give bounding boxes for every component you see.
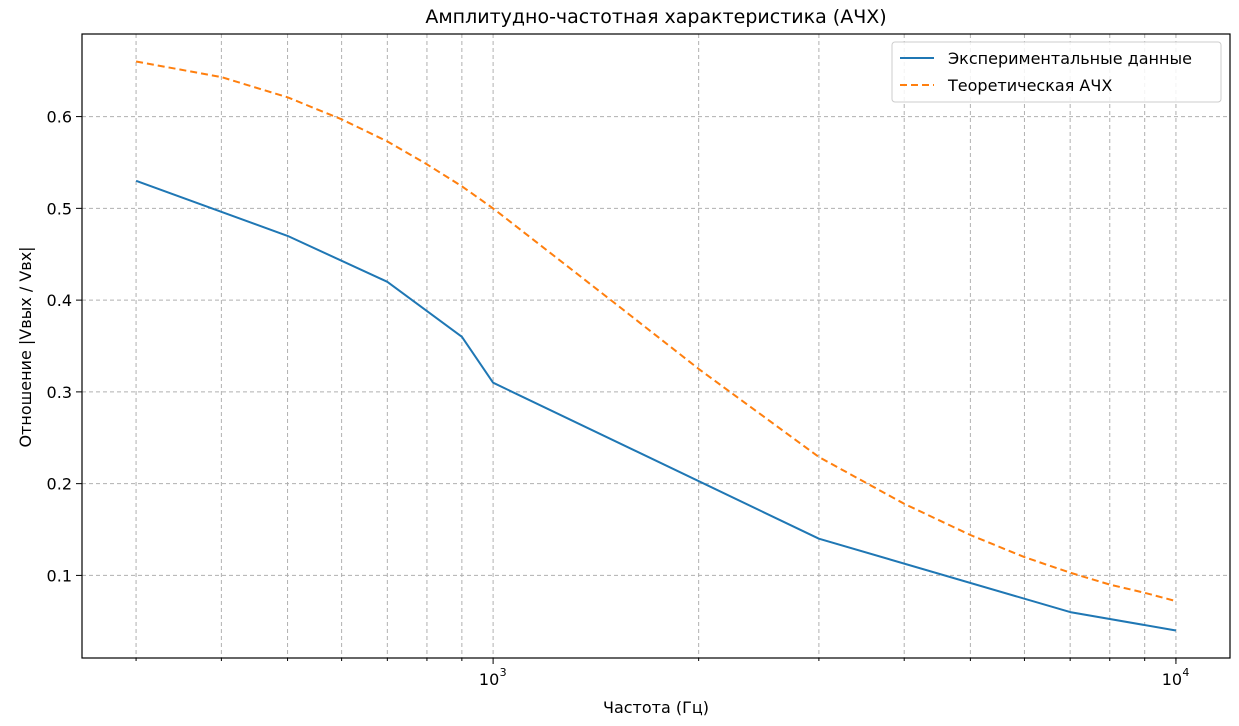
series-line-1 — [135, 179, 1177, 632]
y-tick-label: 0.4 — [47, 291, 72, 310]
series-line-2 — [135, 60, 1177, 603]
y-tick-label: 0.1 — [47, 566, 72, 585]
y-tick-label: 0.5 — [47, 199, 72, 218]
series-layer — [135, 60, 1177, 632]
y-tick-label: 0.3 — [47, 383, 72, 402]
x-tick-label-exponent: 3 — [500, 666, 507, 679]
legend-entry-2: Теоретическая АЧХ — [947, 76, 1112, 95]
legend-entry-1: Экспериментальные данные — [948, 49, 1192, 68]
plot-frame — [81, 33, 1231, 659]
ticks: 10 3 10 40.10.20.30.40.50.6 — [47, 108, 1190, 689]
grid — [82, 34, 1230, 658]
legend: Экспериментальные данные Теоретическая АЧ… — [891, 41, 1222, 103]
x-tick-label: 10 — [1162, 670, 1182, 689]
y-axis-label: Отношение |Vвых / Vвх| — [16, 246, 35, 447]
y-tick-label: 0.6 — [47, 108, 72, 127]
x-tick-label: 10 — [479, 670, 499, 689]
x-axis-label: Частота (Гц) — [603, 698, 709, 717]
chart-title: Амплитудно-частотная характеристика (АЧХ… — [425, 6, 886, 28]
x-tick-label-exponent: 4 — [1182, 666, 1189, 679]
legend-box — [891, 41, 1222, 103]
y-tick-label: 0.2 — [47, 475, 72, 494]
